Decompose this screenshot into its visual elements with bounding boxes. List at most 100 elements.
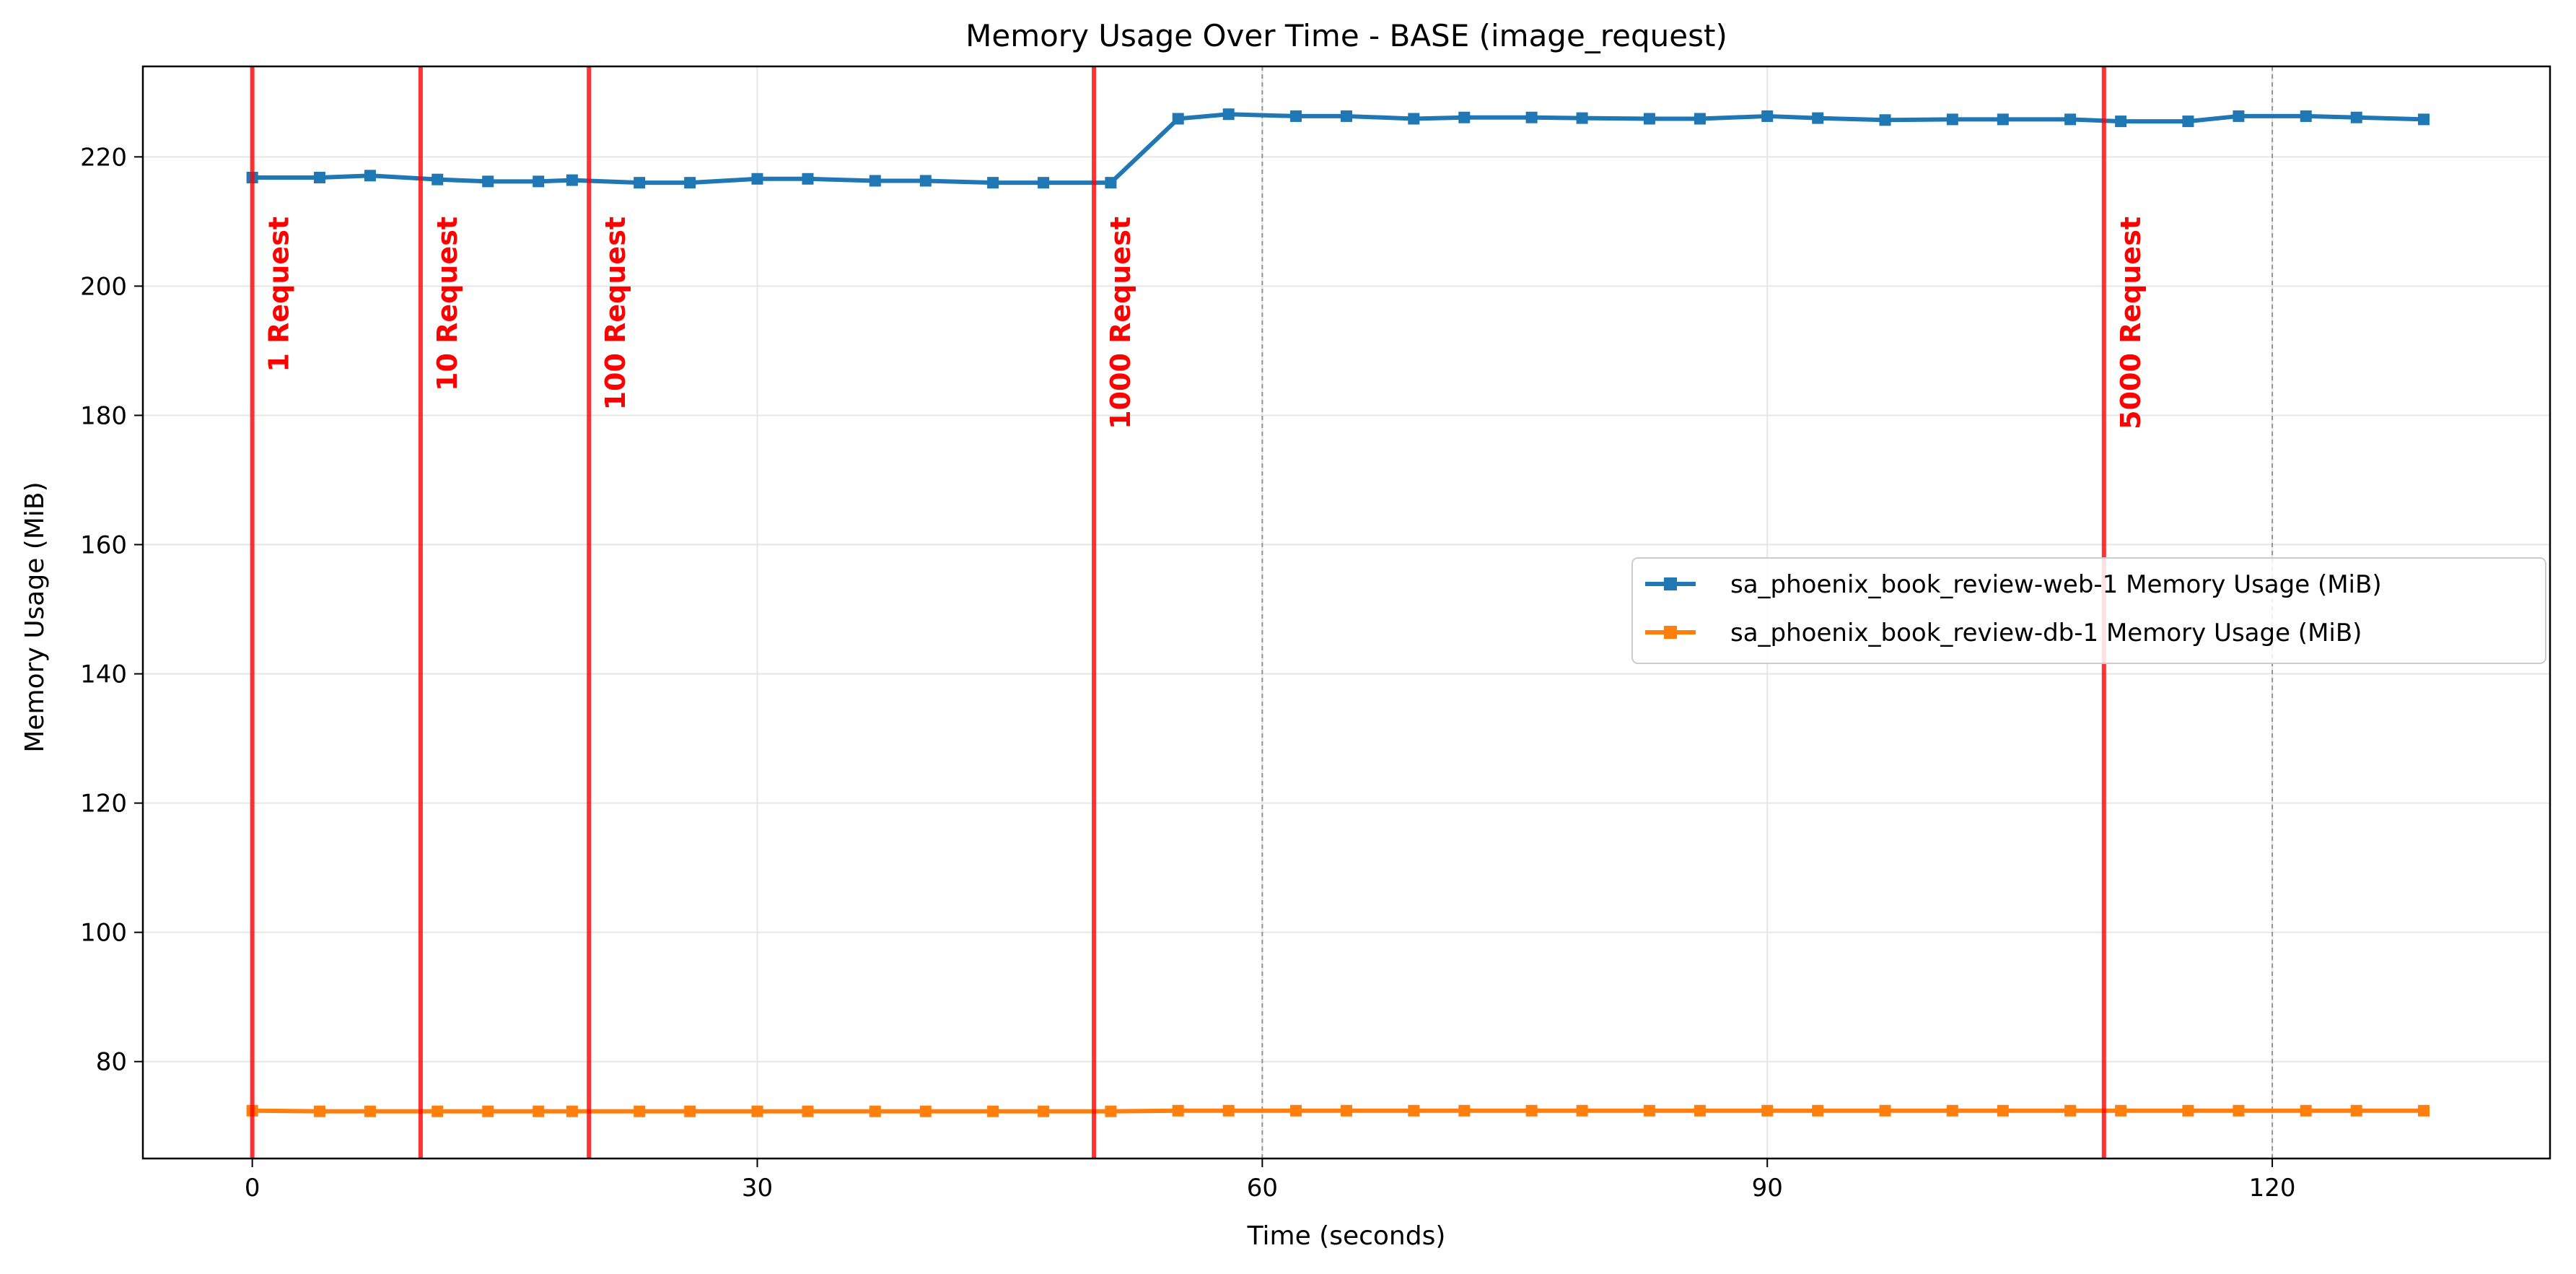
chart-title: Memory Usage Over Time - BASE (image_req… xyxy=(965,18,1727,53)
series-1 xyxy=(246,108,2430,189)
data-point xyxy=(1341,110,1352,122)
data-point xyxy=(2233,110,2245,122)
series-line xyxy=(252,112,2424,186)
data-point xyxy=(482,175,494,188)
data-point xyxy=(751,173,763,185)
y-tick-label: 200 xyxy=(80,272,127,301)
data-point xyxy=(919,1105,932,1117)
data-point xyxy=(313,171,325,183)
series-line xyxy=(252,1108,2424,1114)
data-point xyxy=(684,177,696,189)
data-point xyxy=(1458,1104,1471,1117)
data-point xyxy=(566,1105,578,1117)
y-axis-title: Memory Usage (MiB) xyxy=(20,481,50,752)
data-point xyxy=(1408,1104,1420,1117)
series-2 xyxy=(246,1104,2430,1117)
data-point xyxy=(684,1105,696,1117)
data-point xyxy=(2182,1104,2194,1117)
data-point xyxy=(1812,1104,1824,1117)
data-point xyxy=(2300,1104,2312,1117)
data-point xyxy=(1576,112,1588,124)
y-tick-label: 160 xyxy=(80,531,127,559)
annotation-label: 10 Request xyxy=(431,217,463,391)
data-point xyxy=(1105,1105,1117,1117)
data-point xyxy=(2115,115,2127,128)
data-point xyxy=(1576,1104,1588,1117)
y-tick-label: 220 xyxy=(80,143,127,172)
data-point xyxy=(2064,113,2077,126)
data-point xyxy=(987,177,999,189)
data-point xyxy=(1879,1104,1891,1117)
tick-layer: 80 100 120 140 160 180 200 220 0 30 60 90 120 xyxy=(80,143,2295,1203)
data-point xyxy=(869,175,881,187)
y-tick-label: 180 xyxy=(80,401,127,430)
plot-frame xyxy=(141,65,2551,1160)
data-point xyxy=(1761,110,1774,122)
data-point xyxy=(1643,1104,1655,1117)
data-point xyxy=(1997,1104,2009,1117)
data-point xyxy=(1946,113,1958,126)
data-point xyxy=(431,173,444,186)
data-point xyxy=(1408,113,1420,125)
data-point xyxy=(634,177,646,189)
y-tick-label: 140 xyxy=(80,660,127,689)
series-layer xyxy=(246,108,2430,1117)
data-point xyxy=(2418,113,2430,126)
annotation-label: 1 Request xyxy=(263,217,295,372)
data-point xyxy=(2350,1104,2362,1117)
data-point xyxy=(533,1105,545,1117)
data-point xyxy=(2350,111,2362,123)
data-point xyxy=(1038,177,1050,189)
data-point xyxy=(1643,113,1655,125)
data-point xyxy=(1997,113,2009,126)
annotation-label: 5000 Request xyxy=(2115,217,2147,429)
y-tick-label: 80 xyxy=(96,1048,127,1077)
data-point xyxy=(364,170,376,182)
data-point xyxy=(1105,177,1117,189)
data-point xyxy=(1525,111,1538,123)
data-point xyxy=(1458,111,1471,123)
data-point xyxy=(1812,112,1824,124)
data-point xyxy=(802,1105,814,1117)
data-point xyxy=(431,1105,444,1117)
data-point xyxy=(2115,1104,2127,1117)
data-point xyxy=(802,173,814,185)
data-point xyxy=(751,1105,763,1117)
x-tick-label: 0 xyxy=(245,1174,260,1203)
data-point xyxy=(1341,1104,1352,1117)
data-point xyxy=(1694,113,1706,125)
data-point xyxy=(2418,1104,2430,1117)
data-point xyxy=(987,1105,999,1117)
data-point xyxy=(364,1105,376,1117)
data-point xyxy=(919,175,932,187)
data-point xyxy=(1694,1104,1706,1117)
legend-label-web: sa_phoenix_book_review-web-1 Memory Usag… xyxy=(1730,570,2382,599)
data-point xyxy=(2182,115,2194,128)
data-point xyxy=(1879,114,1891,126)
data-point xyxy=(869,1105,881,1117)
y-tick-label: 120 xyxy=(80,790,127,819)
x-tick-label: 30 xyxy=(742,1174,773,1203)
data-point xyxy=(1222,1104,1235,1117)
legend: sa_phoenix_book_review-web-1 Memory Usag… xyxy=(1631,557,2546,664)
data-point xyxy=(2064,1104,2077,1117)
data-point xyxy=(1761,1104,1774,1117)
data-point xyxy=(482,1105,494,1117)
data-point xyxy=(533,175,545,188)
data-point xyxy=(313,1105,325,1117)
legend-label-db: sa_phoenix_book_review-db-1 Memory Usage… xyxy=(1730,619,2362,647)
x-axis-title: Time (seconds) xyxy=(1247,1221,1446,1251)
data-point xyxy=(634,1105,646,1117)
annotation-label: 100 Request xyxy=(600,217,631,410)
x-tick-label: 120 xyxy=(2249,1174,2296,1203)
data-point xyxy=(566,174,578,186)
data-point xyxy=(1038,1105,1050,1117)
annotation-label: 1000 Request xyxy=(1105,217,1136,429)
y-tick-label: 100 xyxy=(80,919,127,948)
data-point xyxy=(1172,1104,1184,1117)
data-point xyxy=(1222,108,1235,121)
legend-marker-db xyxy=(1664,626,1677,639)
x-tick-label: 90 xyxy=(1752,1174,1783,1203)
